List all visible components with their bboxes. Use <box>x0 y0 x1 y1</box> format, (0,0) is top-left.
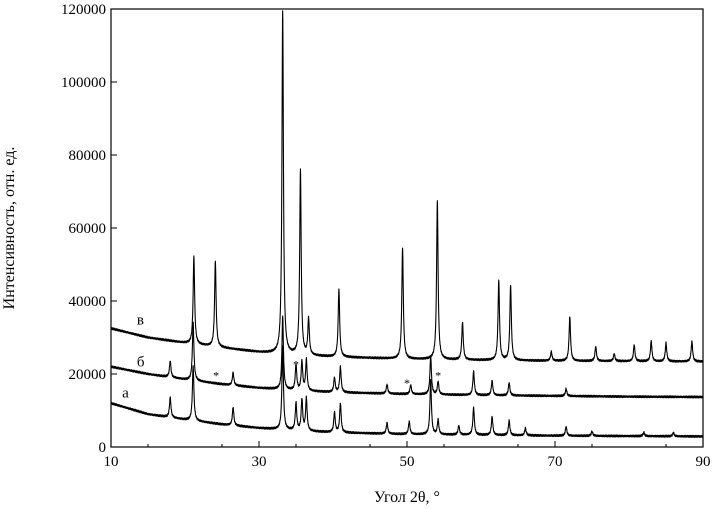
y-tick-label: 80000 <box>69 148 107 164</box>
series-line-3 <box>110 10 704 363</box>
x-tick-label: 10 <box>104 454 119 470</box>
y-tick-label: 0 <box>99 440 107 456</box>
y-tick-label: 120000 <box>61 2 106 18</box>
markers: * * * * <box>213 358 441 390</box>
peak-marker: * <box>404 376 410 390</box>
series-label-3: в <box>137 313 144 329</box>
ticks <box>110 8 704 448</box>
x-axis-title: Угол 2θ, ° <box>374 489 440 506</box>
series-label-2: б <box>137 355 145 371</box>
series-line-1 <box>110 345 704 438</box>
curves <box>110 10 704 438</box>
series-label-1: а <box>122 386 129 402</box>
series-line-2 <box>110 315 704 399</box>
tick-labels: 10 30 50 70 90 0 20000 40000 60000 80000 100000 120… <box>61 2 711 470</box>
x-tick-label: 50 <box>400 454 415 470</box>
x-tick-label: 70 <box>548 454 563 470</box>
y-tick-label: 20000 <box>69 367 107 383</box>
y-axis-title: Интенсивность, отн. ед. <box>1 147 18 310</box>
y-tick-label: 100000 <box>61 75 106 91</box>
peak-marker: * <box>213 368 219 382</box>
y-tick-label: 40000 <box>69 294 107 310</box>
peak-marker: * <box>293 358 299 372</box>
y-tick-label: 60000 <box>69 221 107 237</box>
x-tick-label: 30 <box>252 454 267 470</box>
curve-labels: аб в <box>122 313 145 402</box>
peak-marker: * <box>435 368 441 382</box>
x-tick-label: 90 <box>696 454 711 470</box>
